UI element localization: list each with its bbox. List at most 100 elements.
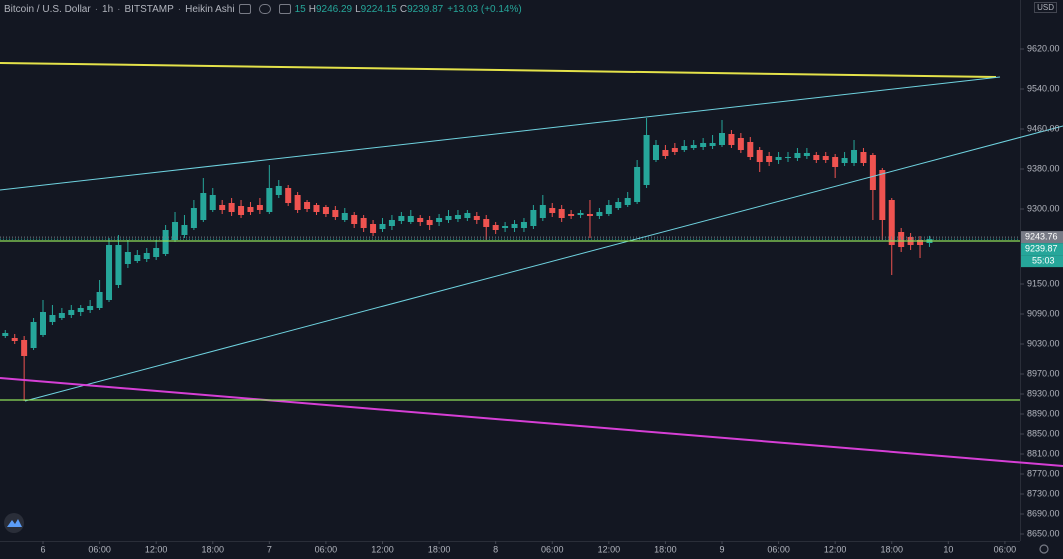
candle-body [530, 210, 537, 226]
candle-body [398, 216, 405, 221]
candle-body [690, 145, 697, 148]
candle-body [247, 207, 254, 212]
settings-icon[interactable] [1039, 544, 1049, 554]
eye-icon[interactable] [258, 4, 271, 14]
candle-body [172, 222, 179, 240]
candle-body [162, 230, 169, 254]
price-label: 9243.76 [1025, 231, 1058, 241]
candle-body [77, 308, 84, 312]
candle-body [322, 207, 329, 214]
x-tick-label: 06:00 [994, 544, 1017, 554]
candle-body [851, 150, 858, 163]
close-key: C [399, 3, 408, 15]
gear[interactable] [1039, 544, 1049, 554]
exchange: BITSTAMP [124, 3, 174, 15]
low-key: L [355, 3, 361, 15]
y-tick-label: 9540.00 [1027, 83, 1060, 93]
candle-body [709, 143, 716, 146]
x-tick-label: 18:00 [880, 544, 903, 554]
candle-body [40, 312, 47, 335]
candle-body [11, 338, 18, 341]
candle-body [454, 215, 461, 219]
candle-body [879, 170, 886, 220]
high-value: 9246.29 [315, 3, 353, 15]
y-tick-label: 8890.00 [1027, 408, 1060, 418]
x-tick-label: 12:00 [824, 544, 847, 554]
y-tick-label: 8690.00 [1027, 508, 1060, 518]
candle-body [464, 213, 471, 218]
candle-body [671, 148, 678, 152]
price-label-box [1021, 243, 1063, 256]
candle-body [483, 219, 490, 227]
candle-body [445, 216, 452, 220]
y-tick-label: 9460.00 [1027, 123, 1060, 133]
candle-body [652, 145, 659, 160]
candle-body [426, 220, 433, 225]
candle-body [549, 208, 556, 213]
y-tick-label: 8770.00 [1027, 468, 1060, 478]
y-tick-label: 9380.00 [1027, 163, 1060, 173]
legend-header: Bitcoin / U.S. Dollar · 1h · BITSTAMP · … [4, 1, 522, 17]
separator: · [177, 3, 182, 15]
x-tick-label: 10 [943, 544, 953, 554]
drawings [0, 62, 1063, 467]
y-tick-label: 8650.00 [1027, 528, 1060, 538]
x-tick-label: 12:00 [371, 544, 394, 554]
candle-body [511, 224, 518, 228]
candle-body [294, 195, 301, 210]
candle-body [492, 225, 499, 230]
hide-icon[interactable] [238, 4, 251, 14]
candle-body [860, 152, 867, 163]
x-tick-label: 06:00 [541, 544, 564, 554]
interval: 1h [102, 3, 114, 15]
candle-body [153, 248, 160, 257]
candle-body [30, 322, 37, 348]
candle-body [643, 135, 650, 185]
more-icon[interactable] [278, 4, 291, 14]
y-tick-label: 8810.00 [1027, 448, 1060, 458]
candle-body [219, 205, 226, 210]
price-label: 9239.87 [1025, 243, 1058, 253]
y-tick-label: 9620.00 [1027, 43, 1060, 53]
logo-mark [7, 519, 22, 527]
y-tick-label: 9090.00 [1027, 308, 1060, 318]
candle-body [785, 157, 792, 158]
candle-body [256, 205, 263, 210]
candle-body [577, 213, 584, 215]
change: +13.03 (+0.14%) [447, 3, 522, 15]
countdown-box [1021, 255, 1063, 268]
y-tick-label: 9150.00 [1027, 278, 1060, 288]
candle-body [747, 142, 754, 157]
candle-body [209, 195, 216, 210]
candle-body [539, 205, 546, 218]
candle-body [558, 209, 565, 218]
candle-body [737, 138, 744, 150]
trend-line [24, 125, 1063, 402]
candle-body [794, 153, 801, 158]
high-key: H [308, 3, 316, 15]
chart-style: Heikin Ashi [185, 3, 235, 15]
candle-body [238, 206, 245, 215]
price-label-box [1021, 231, 1063, 244]
separator: · [117, 3, 121, 15]
trend-line [0, 76, 1001, 191]
candle-body [360, 218, 367, 228]
low-value: 9224.15 [360, 3, 397, 15]
candle-body [681, 146, 688, 150]
candle-body [417, 218, 424, 222]
candle-body [351, 215, 358, 224]
candle-body [586, 214, 593, 216]
candle-body [813, 155, 820, 160]
candle-body [124, 252, 131, 264]
candle-body [313, 205, 320, 212]
logo [4, 513, 24, 533]
candle-body [662, 150, 669, 156]
x-tick-label: 18:00 [428, 544, 451, 554]
x-tick-label: 12:00 [598, 544, 621, 554]
open-value: 15 [294, 3, 306, 15]
candle-body [700, 143, 707, 147]
x-tick-label: 8 [493, 544, 498, 554]
candle-body [596, 212, 603, 216]
currency[interactable]: USD [1034, 2, 1057, 13]
